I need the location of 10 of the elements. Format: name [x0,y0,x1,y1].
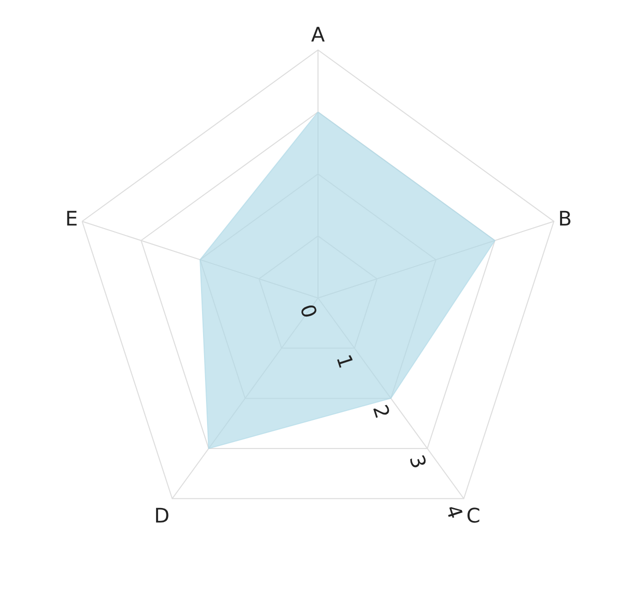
y-tick-label: 0 [295,301,322,321]
spoke-label: D [154,504,170,528]
y-tick-label: 3 [404,452,432,472]
spoke-label: B [558,206,572,230]
y-tick-label: 2 [368,402,395,422]
spoke-label: C [466,504,480,528]
spoke-label: A [311,22,326,46]
y-tick-label: 1 [332,352,358,372]
spoke-label: E [65,206,78,230]
y-tick-label: 4 [441,502,468,522]
